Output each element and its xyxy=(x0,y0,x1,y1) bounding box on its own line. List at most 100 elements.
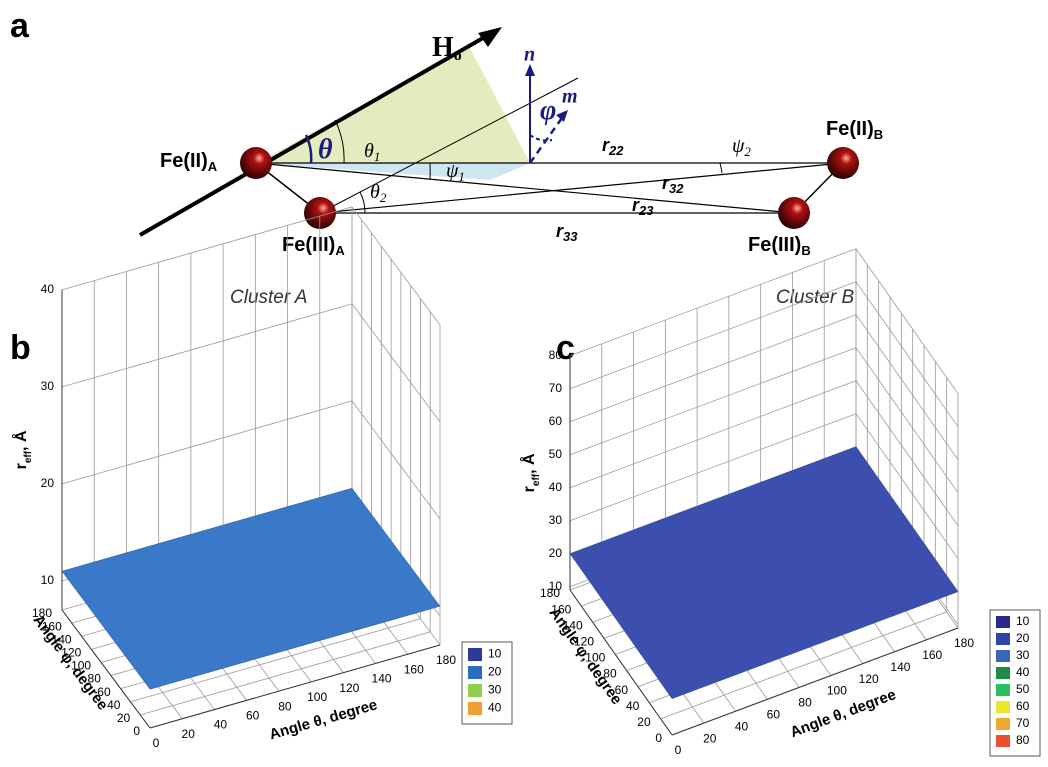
legend-label: 30 xyxy=(488,683,502,697)
atom-label-sub: A xyxy=(335,243,345,258)
legend-swatch xyxy=(996,684,1010,696)
z-tick-label: 20 xyxy=(549,546,563,560)
angle-arc xyxy=(720,163,722,173)
panel-label: b xyxy=(10,329,31,367)
z-axis-title-sub: eff xyxy=(531,473,542,486)
atom-label: Fe(II)A xyxy=(160,150,218,174)
grid-line xyxy=(352,207,440,325)
distance-label-sub: 23 xyxy=(638,203,654,218)
z-axis-title-sub: eff xyxy=(23,450,34,463)
vector-label: m xyxy=(562,86,578,108)
bond-line xyxy=(256,163,794,213)
grid-line xyxy=(856,282,958,427)
atom-label-sub: A xyxy=(208,159,218,174)
z-tick-label: 10 xyxy=(41,573,55,587)
angle-label: φ xyxy=(540,95,556,126)
grid-line xyxy=(352,304,440,422)
z-tick-label: 80 xyxy=(549,348,563,362)
x-tick-label: 20 xyxy=(182,727,196,741)
distance-label-sub: 32 xyxy=(669,181,684,196)
atom-label-sub: B xyxy=(874,127,883,142)
x-tick-label: 160 xyxy=(404,662,424,676)
field-label: Ho xyxy=(432,32,462,63)
x-tick-label: 100 xyxy=(307,690,327,704)
z-tick-label: 50 xyxy=(549,447,563,461)
panel-a-drawing xyxy=(140,27,859,235)
angle-label-sub: 2 xyxy=(744,144,751,159)
legend-swatch xyxy=(468,648,482,661)
atom xyxy=(240,147,272,179)
distance-label: r33 xyxy=(556,221,578,245)
z-axis-title-rest: , Å xyxy=(519,453,538,474)
distance-label: r23 xyxy=(632,195,654,219)
legend-label: 60 xyxy=(1016,699,1030,713)
angle-label-main: θ xyxy=(364,140,374,162)
angle-label-sub: 1 xyxy=(374,149,381,164)
z-tick-label: 30 xyxy=(41,379,55,393)
x-tick-label: 180 xyxy=(954,636,974,650)
y-axis-title: Angle φ, degree xyxy=(30,612,112,714)
atom-label: Fe(II)B xyxy=(826,118,883,142)
y-tick-label: 0 xyxy=(133,724,140,738)
angle-arc xyxy=(360,192,365,213)
angle-arc xyxy=(530,135,552,141)
legend-label: 10 xyxy=(488,647,502,661)
surface-plane xyxy=(62,488,440,689)
x-tick-label: 100 xyxy=(827,684,847,698)
angle-label-main: φ xyxy=(540,95,556,126)
angle-label-sub: 2 xyxy=(380,190,387,205)
atom xyxy=(778,197,810,229)
atom-label: Fe(III)B xyxy=(748,234,811,258)
grid-line xyxy=(570,282,856,389)
x-tick-label: 0 xyxy=(675,743,682,757)
x-tick-label: 20 xyxy=(703,731,717,745)
legend-label: 30 xyxy=(1016,648,1030,662)
atom-label: Fe(III)A xyxy=(282,234,345,258)
x-tick-label: 140 xyxy=(372,672,392,686)
z-axis-title: reff, Å xyxy=(11,430,33,469)
y-tick-label: 20 xyxy=(117,711,131,725)
angle-label-main: θ xyxy=(318,134,333,165)
x-tick-label: 40 xyxy=(735,719,749,733)
legend-swatch xyxy=(996,667,1010,679)
z-tick-label: 10 xyxy=(549,579,563,593)
legend-swatch xyxy=(468,702,482,715)
legend-label: 20 xyxy=(1016,631,1030,645)
legend-label: 70 xyxy=(1016,716,1030,730)
distance-label-sub: 22 xyxy=(608,143,624,158)
arrow-head xyxy=(525,64,535,76)
distance-label-sub: 33 xyxy=(563,229,578,244)
angle-label: θ2 xyxy=(370,181,387,205)
psi-wedge xyxy=(256,163,530,180)
x-tick-label: 40 xyxy=(214,718,228,732)
x-tick-label: 160 xyxy=(922,648,942,662)
z-tick-label: 40 xyxy=(41,282,55,296)
angle-label-main: ψ xyxy=(732,135,745,157)
arrow-head xyxy=(478,27,502,47)
x-tick-label: 120 xyxy=(339,681,359,695)
panel-label: a xyxy=(10,7,30,45)
z-tick-label: 60 xyxy=(549,414,563,428)
x-tick-label: 180 xyxy=(436,653,456,667)
z-tick-label: 70 xyxy=(549,381,563,395)
legend-swatch xyxy=(468,666,482,679)
angle-label-main: ψ xyxy=(446,160,459,182)
legend-swatch xyxy=(996,735,1010,747)
x-tick-label: 60 xyxy=(246,709,260,723)
legend-swatch xyxy=(996,616,1010,628)
field-label-sub: o xyxy=(454,47,462,64)
angle-label-sub: 1 xyxy=(458,169,465,184)
legend-label: 40 xyxy=(1016,665,1030,679)
field-label-main: H xyxy=(432,32,454,63)
atom-label-main: Fe(II) xyxy=(826,118,874,140)
legend-label: 10 xyxy=(1016,614,1030,628)
x-tick-label: 80 xyxy=(278,699,292,713)
x-tick-label: 0 xyxy=(153,736,160,750)
x-tick-label: 140 xyxy=(890,660,910,674)
x-tick-label: 120 xyxy=(859,672,879,686)
atom xyxy=(827,147,859,179)
legend-swatch xyxy=(996,701,1010,713)
y-tick-label: 40 xyxy=(626,699,640,713)
x-tick-label: 60 xyxy=(767,708,781,722)
